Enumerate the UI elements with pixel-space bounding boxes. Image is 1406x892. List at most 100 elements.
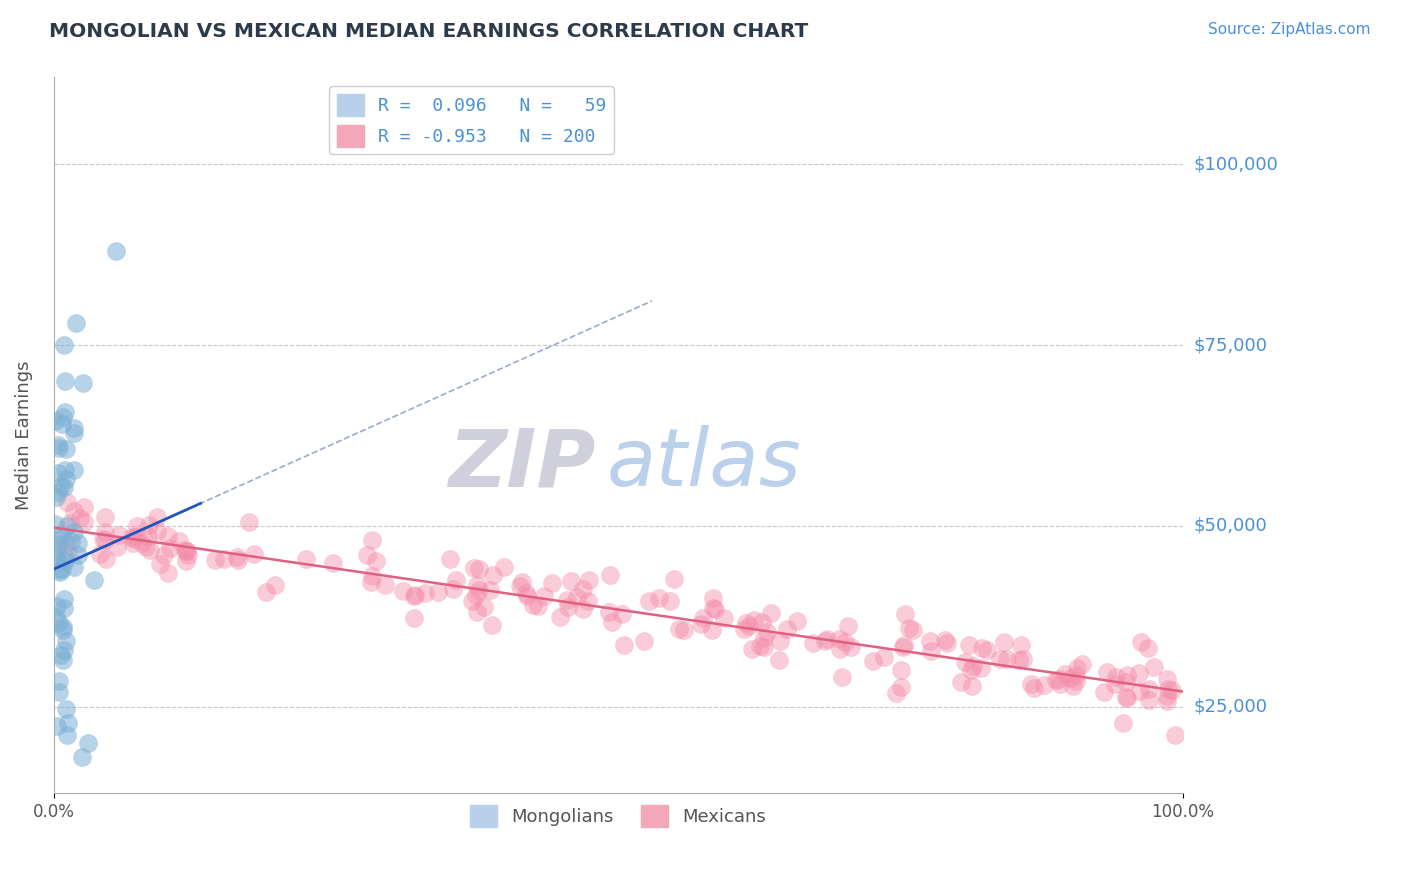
Point — [46, 719, 69, 733]
Point — [127, 518, 149, 533]
Point — [738, 618, 761, 632]
Point — [472, 599, 495, 614]
Point — [894, 607, 917, 621]
Point — [122, 536, 145, 550]
Point — [1115, 690, 1137, 704]
Point — [600, 615, 623, 629]
Point — [105, 541, 128, 555]
Point — [53, 592, 76, 607]
Point — [560, 574, 582, 588]
Text: MONGOLIAN VS MEXICAN MEDIAN EARNINGS CORRELATION CHART: MONGOLIAN VS MEXICAN MEDIAN EARNINGS COR… — [49, 22, 808, 41]
Point — [557, 599, 579, 614]
Point — [516, 590, 538, 604]
Point — [467, 582, 489, 597]
Point — [366, 553, 388, 567]
Point — [156, 529, 179, 543]
Point — [53, 480, 76, 494]
Point — [56, 546, 79, 560]
Point — [59, 533, 82, 548]
Point — [465, 606, 488, 620]
Point — [138, 517, 160, 532]
Point — [936, 636, 959, 650]
Point — [903, 624, 925, 638]
Point — [692, 611, 714, 625]
Point — [662, 573, 685, 587]
Point — [988, 652, 1011, 666]
Point — [752, 631, 775, 645]
Point — [572, 602, 595, 616]
Point — [962, 658, 984, 673]
Point — [949, 675, 972, 690]
Point — [741, 642, 763, 657]
Point — [138, 542, 160, 557]
Point — [555, 593, 578, 607]
Point — [263, 578, 285, 592]
Point — [768, 653, 790, 667]
Point — [890, 680, 912, 694]
Point — [1104, 677, 1126, 691]
Point — [830, 641, 852, 656]
Point — [51, 417, 73, 432]
Point — [1137, 693, 1160, 707]
Point — [59, 516, 82, 531]
Point — [1137, 682, 1160, 697]
Point — [94, 510, 117, 524]
Point — [52, 338, 75, 352]
Point — [576, 593, 599, 607]
Text: $100,000: $100,000 — [1194, 155, 1278, 173]
Point — [567, 590, 589, 604]
Point — [94, 552, 117, 566]
Point — [801, 636, 824, 650]
Point — [754, 640, 776, 654]
Point — [51, 562, 73, 576]
Point — [1136, 641, 1159, 656]
Point — [427, 585, 450, 599]
Point — [898, 621, 921, 635]
Point — [934, 633, 956, 648]
Point — [226, 549, 249, 564]
Point — [392, 583, 415, 598]
Point — [541, 576, 564, 591]
Point — [439, 552, 461, 566]
Point — [704, 602, 727, 616]
Point — [48, 563, 70, 577]
Point — [522, 598, 544, 612]
Point — [1066, 661, 1088, 675]
Point — [891, 640, 914, 655]
Point — [862, 654, 884, 668]
Text: $50,000: $50,000 — [1194, 516, 1267, 535]
Point — [46, 545, 69, 559]
Point — [769, 633, 792, 648]
Point — [1008, 652, 1031, 666]
Point — [174, 544, 197, 558]
Point — [1053, 667, 1076, 681]
Point — [1156, 672, 1178, 686]
Point — [1105, 670, 1128, 684]
Point — [402, 590, 425, 604]
Point — [53, 374, 76, 388]
Point — [1163, 729, 1185, 743]
Point — [1157, 681, 1180, 696]
Point — [76, 736, 98, 750]
Point — [970, 661, 993, 675]
Point — [73, 500, 96, 515]
Point — [976, 642, 998, 657]
Text: $25,000: $25,000 — [1194, 698, 1268, 715]
Point — [658, 594, 681, 608]
Point — [52, 653, 75, 667]
Point — [890, 663, 912, 677]
Point — [361, 568, 384, 582]
Point — [1011, 652, 1033, 666]
Point — [63, 462, 86, 476]
Point — [1045, 673, 1067, 688]
Point — [356, 549, 378, 563]
Point — [48, 685, 70, 699]
Point — [65, 316, 87, 330]
Point — [94, 524, 117, 539]
Point — [56, 728, 79, 742]
Point — [52, 620, 75, 634]
Point — [46, 551, 69, 566]
Point — [44, 414, 66, 428]
Point — [169, 533, 191, 548]
Point — [72, 376, 94, 391]
